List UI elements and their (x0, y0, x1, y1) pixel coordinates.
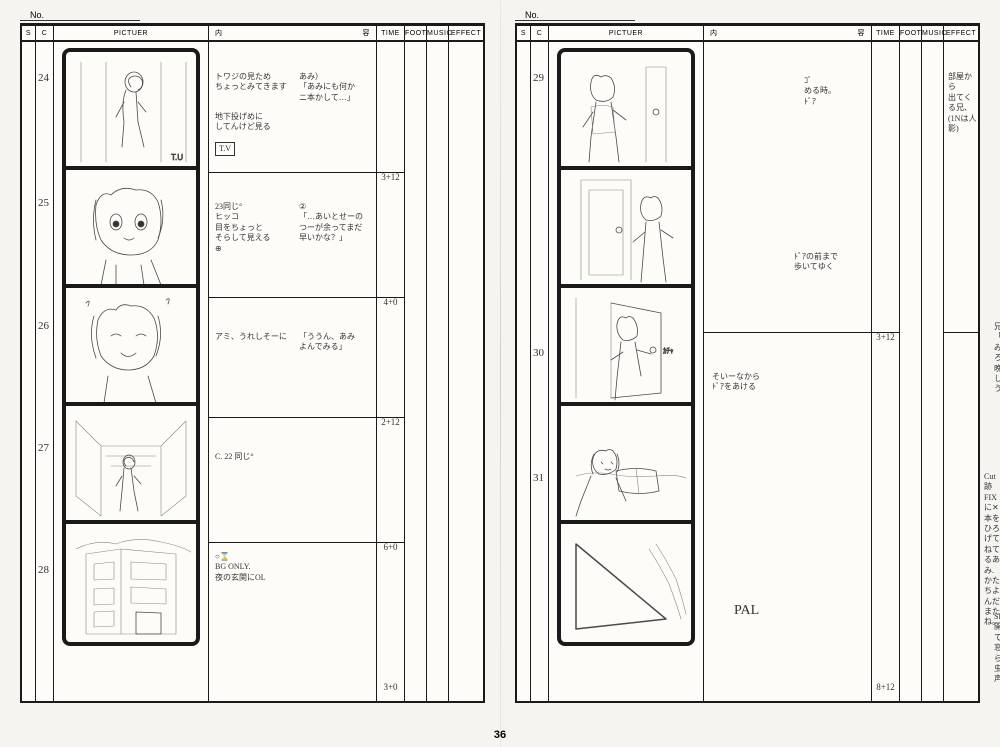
frame (561, 524, 691, 642)
storyboard-sheet-left: S C 24 25 26 27 28 PICTUER (20, 23, 485, 703)
hdr-time: TIME (377, 26, 404, 42)
note: 部屋から 出てくる兄、 (1Nは人影) (948, 72, 978, 134)
divider (377, 417, 404, 418)
hdr-desc: 内容 (704, 26, 871, 42)
desc-column-left: トワジの見ため ちょっとみてきます 地下投げめに してんけど見る T.V あみ）… (209, 42, 376, 701)
hdr-s: S (517, 26, 530, 42)
filmstrip-right: ｶﾁｬ (557, 48, 695, 646)
divider (209, 297, 376, 298)
desc-column-right: ｺﾞ める時。 ﾄﾞｱ ﾄﾞｱの前まで 歩いてゆく そいーなから ﾄﾞｱをあける… (704, 42, 871, 701)
divider (377, 297, 404, 298)
hdr-pictuer: PICTUER (54, 26, 208, 42)
cut-num: 31 (533, 472, 544, 484)
divider (377, 542, 404, 543)
hdr-c: C (531, 26, 548, 42)
cut-num: 29 (533, 72, 544, 84)
cut-num: 30 (533, 347, 544, 359)
time-mark: 2+12 (377, 417, 404, 427)
note: トワジの見ため ちょっとみてきます (215, 72, 287, 93)
frame (66, 524, 196, 642)
frame (561, 170, 691, 288)
no-label: No. (20, 10, 140, 21)
note: Cut 跡 FIXに✕ 本をひろげて ねてるあみ. かたちよんだ またね。 (984, 472, 1000, 628)
frame: T.U (66, 52, 196, 170)
note: 23同じ° ヒッコ 目をちょっと そらして見える ⊕ (215, 202, 271, 254)
hdr-c: C (36, 26, 53, 42)
note: ｺﾞ める時。 ﾄﾞｱ (804, 76, 836, 107)
hdr-s: S (22, 26, 35, 42)
book-spine (500, 0, 501, 747)
note: ○⌛ BG ONLY. 夜の玄関にOL (215, 552, 266, 583)
time-column-right: 3+12 8+12 (872, 42, 899, 701)
cut-num: 25 (38, 197, 49, 209)
time-mark: 3+0 (377, 682, 404, 692)
note: ② 「…あいとせーの つーが余ってまだ 早いかな？」 (299, 202, 363, 244)
divider (377, 172, 404, 173)
time-mark: 3+12 (872, 332, 899, 342)
svg-text:T.U: T.U (171, 153, 183, 162)
cut-num: 28 (38, 564, 49, 576)
divider (209, 542, 376, 543)
note: 「ううん、あみ よんでみる」 (299, 332, 355, 353)
hdr-pictuer: PICTUER (549, 26, 703, 42)
cut-num: 26 (38, 320, 49, 332)
cut-column-left: 24 25 26 27 28 (36, 42, 53, 701)
hdr-music: MUSIC (427, 26, 448, 42)
frame (66, 170, 196, 288)
note: ﾄﾞｱの前まで 歩いてゆく (794, 252, 838, 273)
svg-text:ｶﾁｬ: ｶﾁｬ (663, 347, 674, 355)
hdr-foot: FOOT (405, 26, 426, 42)
page-number: 36 (494, 729, 506, 741)
frame (561, 406, 691, 524)
divider (209, 417, 376, 418)
time-column-left: 3+12 4+0 2+12 6+0 3+0 (377, 42, 404, 701)
divider (704, 332, 871, 333)
note: アミ、うれしそーに (215, 332, 287, 342)
book-spread: No. S C 24 25 26 27 28 PICTUER (0, 0, 1000, 747)
divider (209, 172, 376, 173)
frame (561, 52, 691, 170)
hdr-foot: FOOT (900, 26, 921, 42)
hdr-music: MUSIC (922, 26, 943, 42)
effect-column-right: 部屋から 出てくる兄、 (1Nは人影) 兄 OFF. 「あみ 兄/OFF 「あみ… (944, 42, 978, 701)
note: C. 22 同じ° (215, 452, 254, 462)
frame (66, 288, 196, 406)
no-label: No. (515, 10, 635, 21)
hdr-effect: EFFECT (944, 26, 978, 42)
left-page: No. S C 24 25 26 27 28 PICTUER (0, 0, 500, 747)
note: あみ） 「あみにも何か ニ本かして…」 (299, 72, 355, 103)
note: PAL (734, 602, 759, 620)
time-mark: 8+12 (872, 682, 899, 692)
right-page: No. S C 29 30 31 PICTUER (500, 0, 1000, 747)
note: 兄/OFF 「あみ、そろそろ 晩飯にしよう」 (994, 322, 1000, 395)
divider (944, 332, 978, 333)
frame: ｶﾁｬ (561, 288, 691, 406)
note: 地下投げめに してんけど見る (215, 112, 271, 133)
note: SE 開いてる窓から 虫の声。 (994, 612, 1000, 685)
hdr-time: TIME (872, 26, 899, 42)
hdr-desc: 内容 (209, 26, 376, 42)
cut-num: 24 (38, 72, 49, 84)
note: そいーなから ﾄﾞｱをあける (712, 372, 760, 393)
cut-column-right: 29 30 31 (531, 42, 548, 701)
note: T.V (215, 142, 235, 156)
divider (872, 332, 899, 333)
storyboard-sheet-right: S C 29 30 31 PICTUER (515, 23, 980, 703)
filmstrip-left: T.U (62, 48, 200, 646)
hdr-effect: EFFECT (449, 26, 483, 42)
time-mark: 6+0 (377, 542, 404, 552)
time-mark: 4+0 (377, 297, 404, 307)
time-mark: 3+12 (377, 172, 404, 182)
cut-num: 27 (38, 442, 49, 454)
frame (66, 406, 196, 524)
